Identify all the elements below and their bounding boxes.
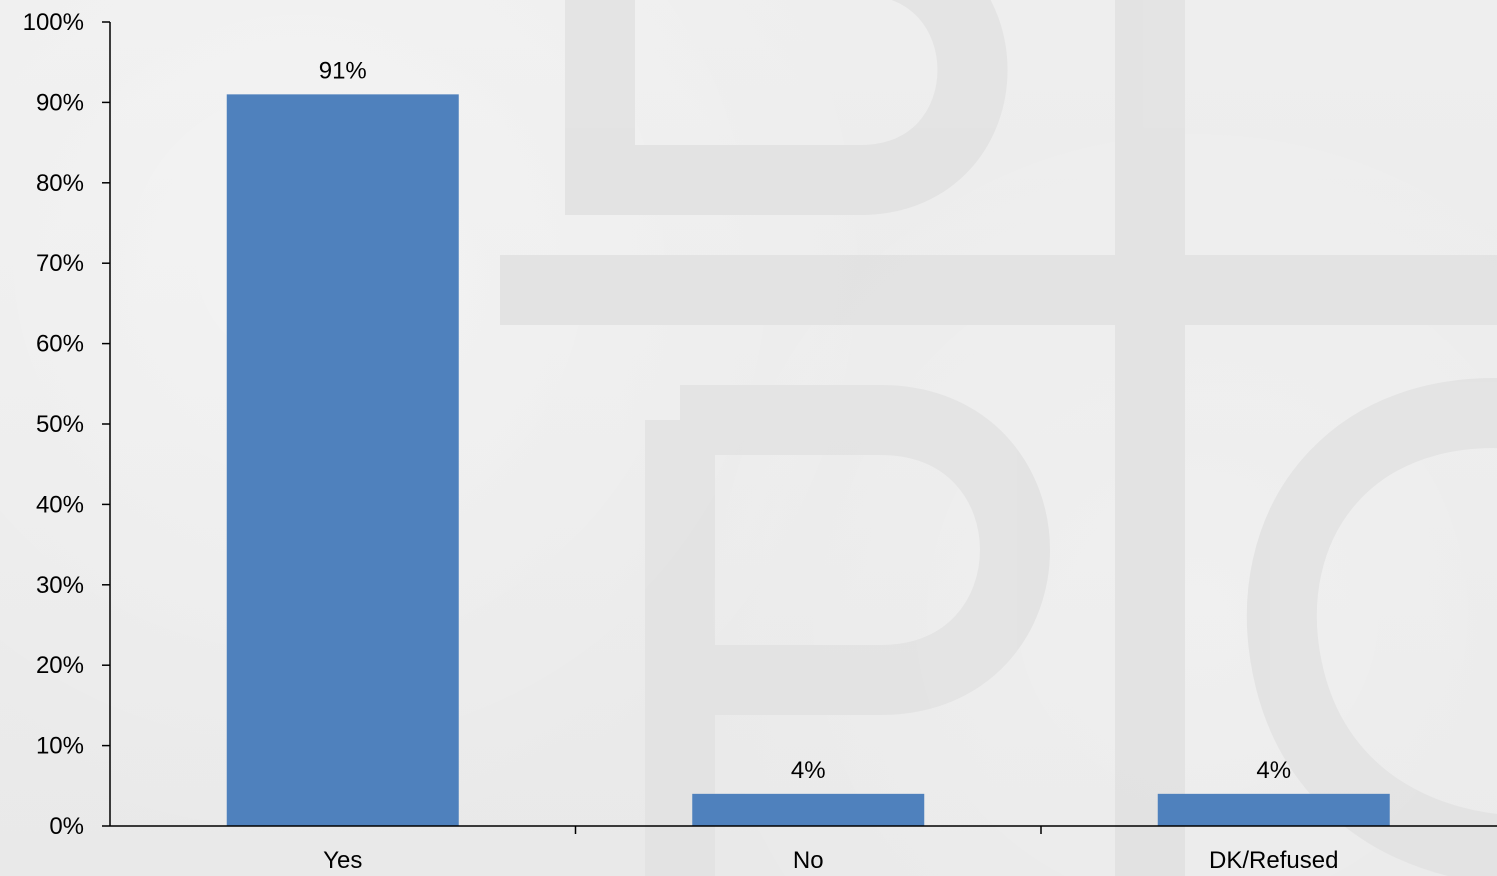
x-tick-label: No — [793, 847, 824, 874]
y-tick-label: 50% — [36, 411, 84, 438]
data-labels: 91% 4% 4% — [319, 57, 1291, 783]
bar-dk-refused — [1157, 793, 1390, 826]
x-tick-label: DK/Refused — [1209, 847, 1338, 874]
y-tick-label: 30% — [36, 572, 84, 599]
y-tick-label: 80% — [36, 170, 84, 197]
y-tick-label: 100% — [23, 9, 84, 36]
y-tick-label: 40% — [36, 491, 84, 518]
y-tick-label: 60% — [36, 331, 84, 358]
y-tick-label: 0% — [49, 813, 84, 840]
data-label: 4% — [791, 757, 826, 784]
y-tick-label: 10% — [36, 733, 84, 760]
y-tick-label: 90% — [36, 89, 84, 116]
x-axis-ticks: Yes No DK/Refused — [323, 826, 1338, 874]
y-axis-ticks: 0% 10% 20% 30% 40% 50% 60% 70% 80% 90% 100% — [23, 9, 110, 840]
data-label: 91% — [319, 57, 367, 84]
bar-no — [692, 793, 925, 826]
y-tick-label: 20% — [36, 652, 84, 679]
y-tick-label: 70% — [36, 250, 84, 277]
bars — [226, 94, 1390, 827]
x-tick-label: Yes — [323, 847, 362, 874]
data-label: 4% — [1256, 757, 1291, 784]
bar-yes — [226, 94, 459, 827]
